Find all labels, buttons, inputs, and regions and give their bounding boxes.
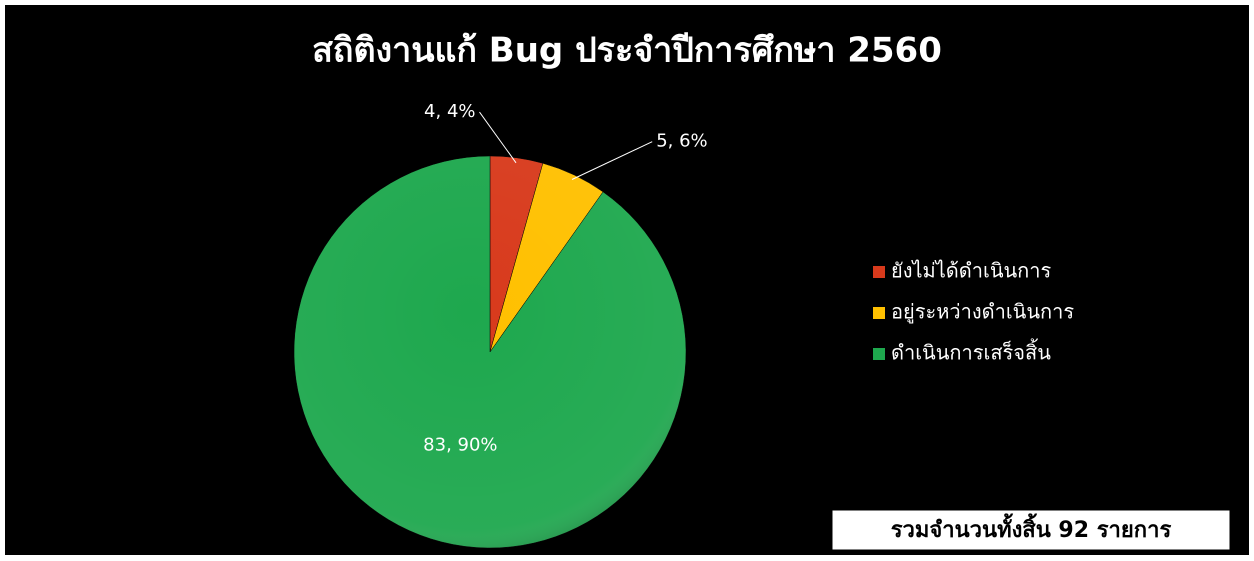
legend-swatch xyxy=(873,266,885,278)
data-label: 4, 4% xyxy=(424,101,475,122)
pie-slice xyxy=(293,155,687,549)
legend-swatch xyxy=(873,307,885,319)
legend-label: ยังไม่ได้ดำเนินการ xyxy=(891,259,1052,283)
data-label: 83, 90% xyxy=(423,434,497,455)
legend-label: ดำเนินการเสร็จสิ้น xyxy=(891,339,1051,365)
data-label: 5, 6% xyxy=(656,131,707,152)
leader-line xyxy=(479,111,517,164)
legend-swatch xyxy=(873,348,885,360)
legend-label: อยู่ระหว่างดำเนินการ xyxy=(891,300,1074,325)
annotation-box xyxy=(831,509,1231,551)
annotation: รวมจำนวนทั้งสิ้น 92 รายการ xyxy=(891,513,1172,543)
chart-title: สถิติงานแก้ Bug ประจำปีการศึกษา 2560 xyxy=(312,31,942,71)
